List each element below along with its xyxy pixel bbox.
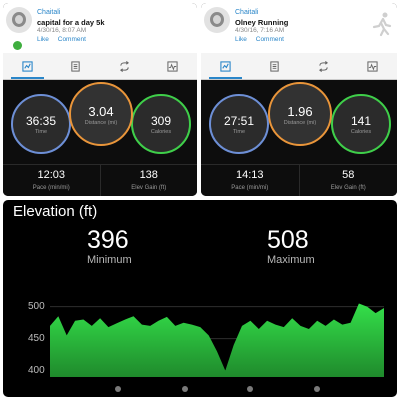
comment-link[interactable]: Comment [255,36,284,43]
distance-circle: 3.04 Distance (mi) [69,82,133,146]
details-icon [71,60,80,72]
page-dot[interactable] [314,386,320,392]
activity-tabs [3,53,197,80]
stats-row: 14:13 Pace (min/mi) 58 Elev Gain (ft) [201,164,397,196]
time-value: 36:35 [25,114,57,128]
calories-label: Calories [150,129,172,135]
owner-name[interactable]: Chaitali [235,9,259,16]
maximum-value: 508 [267,226,309,254]
activity-actions: Like Comment [37,36,93,43]
pace-stat: 14:13 Pace (min/mi) [201,165,299,196]
activity-date: 4/30/16, 7:16 AM [235,27,285,34]
tab-laps[interactable] [100,53,149,79]
activity-card-capital[interactable]: Chaitali capital for a day 5k 4/30/16, 8… [3,3,197,196]
activity-card-olney[interactable]: Chaitali Olney Running 4/30/16, 7:16 AM … [201,3,397,196]
distance-label: Distance (mi) [283,120,317,126]
elev-gain-label: Elev Gain (ft) [131,185,167,191]
tab-summary[interactable] [3,53,52,79]
distance-value: 1.96 [287,104,313,119]
activity-title: capital for a day 5k [37,18,105,27]
tab-details[interactable] [250,53,299,79]
activity-title: Olney Running [235,18,289,27]
activity-type-icon [13,41,22,50]
elev-gain-stat: 138 Elev Gain (ft) [99,165,198,196]
time-label: Time [232,129,246,135]
details-icon [270,60,279,72]
y-tick-label: 400 [28,364,45,376]
elevation-title: Elevation (ft) [13,203,98,220]
calories-value: 309 [150,114,172,128]
activity-header: Chaitali Olney Running 4/30/16, 7:16 AM … [201,3,397,53]
summary-panel: 36:35 Time 3.04 Distance (mi) 309 Calori… [3,80,197,196]
activity-actions: Like Comment [235,36,291,43]
maximum-label: Maximum [267,254,315,266]
minimum-label: Minimum [87,254,132,266]
calories-circle: 309 Calories [131,94,191,154]
laps-icon [318,60,329,72]
y-tick-label: 450 [28,332,45,344]
avatar[interactable] [204,7,230,33]
tab-laps[interactable] [299,53,348,79]
running-icon [372,12,392,37]
summary-icon [220,60,231,72]
elev-gain-value: 138 [139,169,158,181]
activity-date: 4/30/16, 8:07 AM [37,27,87,34]
pace-label: Pace (min/mi) [32,185,70,191]
distance-circle: 1.96 Distance (mi) [268,82,332,146]
summary-icon [22,60,33,72]
like-link[interactable]: Like [235,36,247,43]
page-dot[interactable] [247,386,253,392]
pace-value: 12:03 [37,169,66,181]
avatar[interactable] [6,7,32,33]
laps-icon [119,60,129,72]
time-label: Time [34,129,48,135]
y-tick-label: 500 [28,300,45,312]
owner-name[interactable]: Chaitali [37,9,61,16]
tab-graph[interactable] [348,53,397,79]
elev-gain-value: 58 [342,169,355,181]
graph-icon [167,60,178,72]
pace-stat: 12:03 Pace (min/mi) [3,165,100,196]
graph-icon [367,60,378,72]
activity-tabs [201,53,397,80]
calories-circle: 141 Calories [331,94,391,154]
page-dot[interactable] [182,386,188,392]
maximum-block: 508 Maximum [267,226,315,266]
tab-summary[interactable] [201,53,250,79]
time-value: 27:51 [223,114,255,128]
time-circle: 27:51 Time [209,94,269,154]
elev-gain-stat: 58 Elev Gain (ft) [298,165,398,196]
page-indicator [3,386,397,392]
elev-gain-label: Elev Gain (ft) [330,185,366,191]
minimum-block: 396 Minimum [87,226,132,266]
pace-value: 14:13 [235,169,264,181]
activity-header: Chaitali capital for a day 5k 4/30/16, 8… [3,3,197,53]
distance-value: 3.04 [88,104,114,119]
tab-graph[interactable] [149,53,198,79]
elevation-area [50,303,384,377]
time-circle: 36:35 Time [11,94,71,154]
like-link[interactable]: Like [37,36,49,43]
minimum-value: 396 [87,226,129,254]
calories-value: 141 [350,114,372,128]
page-dot[interactable] [115,386,121,392]
pace-label: Pace (min/mi) [231,185,269,191]
elevation-chart [50,303,384,377]
tab-details[interactable] [52,53,101,79]
comment-link[interactable]: Comment [57,36,86,43]
calories-label: Calories [350,129,372,135]
distance-label: Distance (mi) [84,120,118,126]
summary-panel: 27:51 Time 1.96 Distance (mi) 141 Calori… [201,80,397,196]
stats-row: 12:03 Pace (min/mi) 138 Elev Gain (ft) [3,164,197,196]
